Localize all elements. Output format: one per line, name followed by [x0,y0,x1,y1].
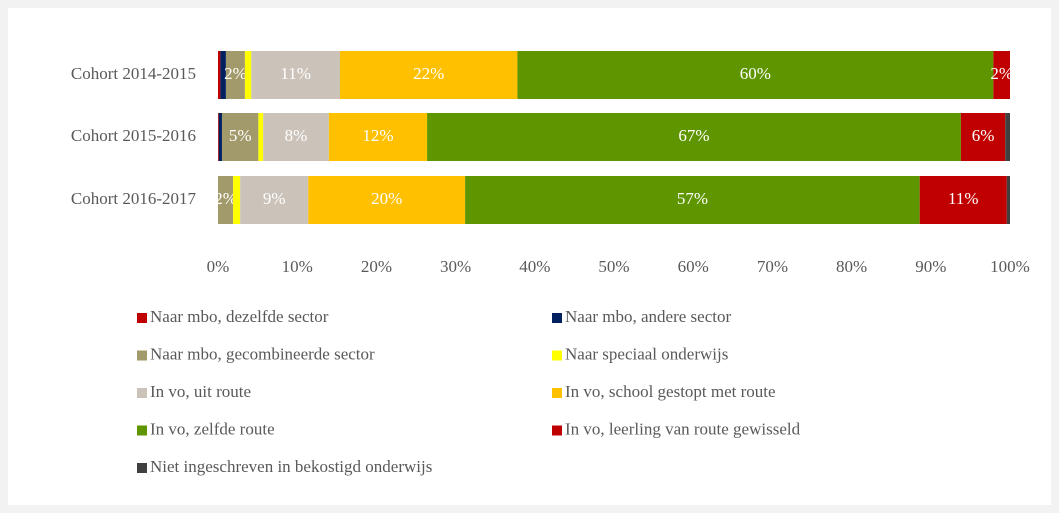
bar-segment [225,51,245,99]
legend-label: In vo, zelfde route [150,419,275,438]
x-tick-label: 40% [519,257,550,276]
data-label: 2% [224,64,247,83]
bar-segment [218,113,222,161]
data-label: 67% [678,126,709,145]
x-tick-label: 50% [598,257,629,276]
bar-segment [244,51,252,99]
legend-swatch [552,388,562,398]
x-tick-label: 80% [836,257,867,276]
y-tick-label: Cohort 2014-2015 [71,64,196,83]
x-tick-label: 90% [915,257,946,276]
data-label: 12% [362,126,393,145]
x-tick-label: 30% [440,257,471,276]
data-label: 11% [948,189,979,208]
data-label: 6% [972,126,995,145]
bar-segment [251,51,340,99]
legend-label: Naar mbo, dezelfde sector [150,307,329,326]
legend-swatch [552,313,562,323]
legend-swatch [137,350,147,361]
data-label: 20% [371,189,402,208]
y-tick-label: Cohort 2016-2017 [71,189,197,208]
bar-segment [263,113,329,161]
bar-segment [960,113,1006,161]
legend-swatch [137,388,147,398]
legend-swatch [552,425,562,436]
bar-segment [1005,113,1010,161]
bar-segment [240,176,309,224]
legend-label: Naar mbo, andere sector [565,307,731,326]
data-label: 2% [214,189,237,208]
legend-swatch [137,313,147,323]
bar-segment [993,51,1010,99]
legend-label: Niet ingeschreven in bekostigd onderwijs [150,457,432,476]
bar-segment [218,176,234,224]
legend-label: Naar speciaal onderwijs [565,344,728,363]
data-label: 5% [229,126,252,145]
x-tick-label: 70% [757,257,788,276]
bar-segment [465,176,920,224]
data-label: 11% [280,64,311,83]
data-label: 57% [677,189,708,208]
bar-segment [517,51,994,99]
bar-segment [218,51,221,99]
legend-label: Naar mbo, gecombineerde sector [150,344,375,363]
x-tick-label: 10% [282,257,313,276]
bar-segment [919,176,1007,224]
data-label: 60% [740,64,771,83]
y-tick-label: Cohort 2015-2016 [71,126,196,145]
x-tick-label: 60% [678,257,709,276]
bar-segment [328,113,428,161]
legend-label: In vo, uit route [150,382,251,401]
bar-segment [427,113,961,161]
data-label: 2% [990,64,1013,83]
bar-segment [233,176,241,224]
bar-segment [258,113,264,161]
data-label: 22% [413,64,444,83]
legend-label: In vo, leerling van route gewisseld [565,419,801,438]
legend-swatch [137,425,147,436]
bar-segment [339,51,518,99]
data-label: 9% [263,189,286,208]
legend-label: In vo, school gestopt met route [565,382,776,401]
legend-swatch [137,463,147,473]
bar-segment [221,113,259,161]
data-label: 8% [285,126,308,145]
bar-segment [308,176,466,224]
legend-swatch [552,350,562,361]
x-tick-label: 0% [207,257,230,276]
bar-segment [1006,176,1010,224]
bar-segment [220,51,226,99]
bar-segment [218,113,219,161]
x-tick-label: 20% [361,257,392,276]
x-tick-label: 100% [990,257,1030,276]
